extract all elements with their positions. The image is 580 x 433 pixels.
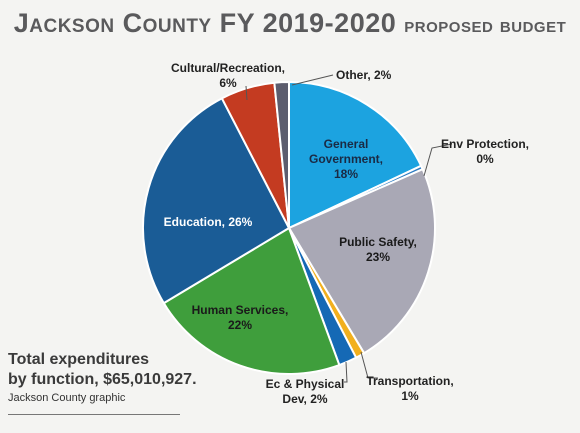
label-human-services: Human Services, 22% — [192, 303, 289, 332]
data-label-human-services: Human Services, 22% — [192, 303, 289, 332]
chart-title: Jackson County FY 2019-2020 proposed bud… — [0, 8, 580, 39]
data-label-env-protection: Env Protection, 0% — [441, 137, 529, 166]
caption-credit: Jackson County graphic — [8, 392, 126, 404]
label-env-protection: Env Protection, 0% — [423, 137, 529, 177]
data-label-public-safety: Public Safety, 23% — [339, 235, 417, 264]
data-label-transportation: Transportation, 1% — [366, 374, 453, 403]
data-label-education: Education, 26% — [164, 215, 253, 229]
data-label-general-government: General Government, 18% — [309, 137, 383, 181]
pie-labels: General Government, 18% Env Protection, 0% Pu… — [164, 61, 529, 406]
data-label-ec-physical-dev: Ec & Physical Dev, 2% — [266, 377, 345, 406]
label-education: Education, 26% — [164, 215, 253, 229]
label-transportation: Transportation, 1% — [360, 351, 454, 403]
title-part2: proposed budget — [404, 12, 567, 37]
slice-other — [273, 80, 290, 229]
slice-education — [141, 96, 291, 305]
caption-line2: by function, $65,010,927. — [8, 371, 197, 388]
data-label-other: Other, 2% — [336, 68, 392, 82]
caption-rule — [8, 414, 180, 415]
label-ec-physical-dev: Ec & Physical Dev, 2% — [266, 361, 348, 406]
slice-human-services — [162, 226, 341, 375]
label-public-safety: Public Safety, 23% — [339, 235, 417, 264]
slice-public-safety — [287, 167, 437, 355]
pie-slices — [141, 80, 437, 375]
label-other: Other, 2% — [291, 68, 392, 86]
label-general-government: General Government, 18% — [309, 137, 383, 181]
slice-general-government — [288, 80, 423, 230]
label-cultural-recreation: Cultural/Recreation, 6% — [171, 61, 285, 101]
caption-line1: Total expenditures — [8, 351, 150, 368]
data-label-cultural-recreation: Cultural/Recreation, 6% — [171, 61, 285, 90]
leader-line-cultural-recreation — [245, 85, 248, 101]
caption: Total expenditures by function, $65,010,… — [8, 350, 197, 404]
leader-line-ec-physical-dev — [344, 361, 348, 383]
leader-line-other — [291, 74, 334, 86]
title-part1: Jackson County FY 2019-2020 — [13, 8, 397, 38]
leader-line-env-protection — [423, 143, 453, 177]
leader-line-transportation — [360, 351, 378, 379]
